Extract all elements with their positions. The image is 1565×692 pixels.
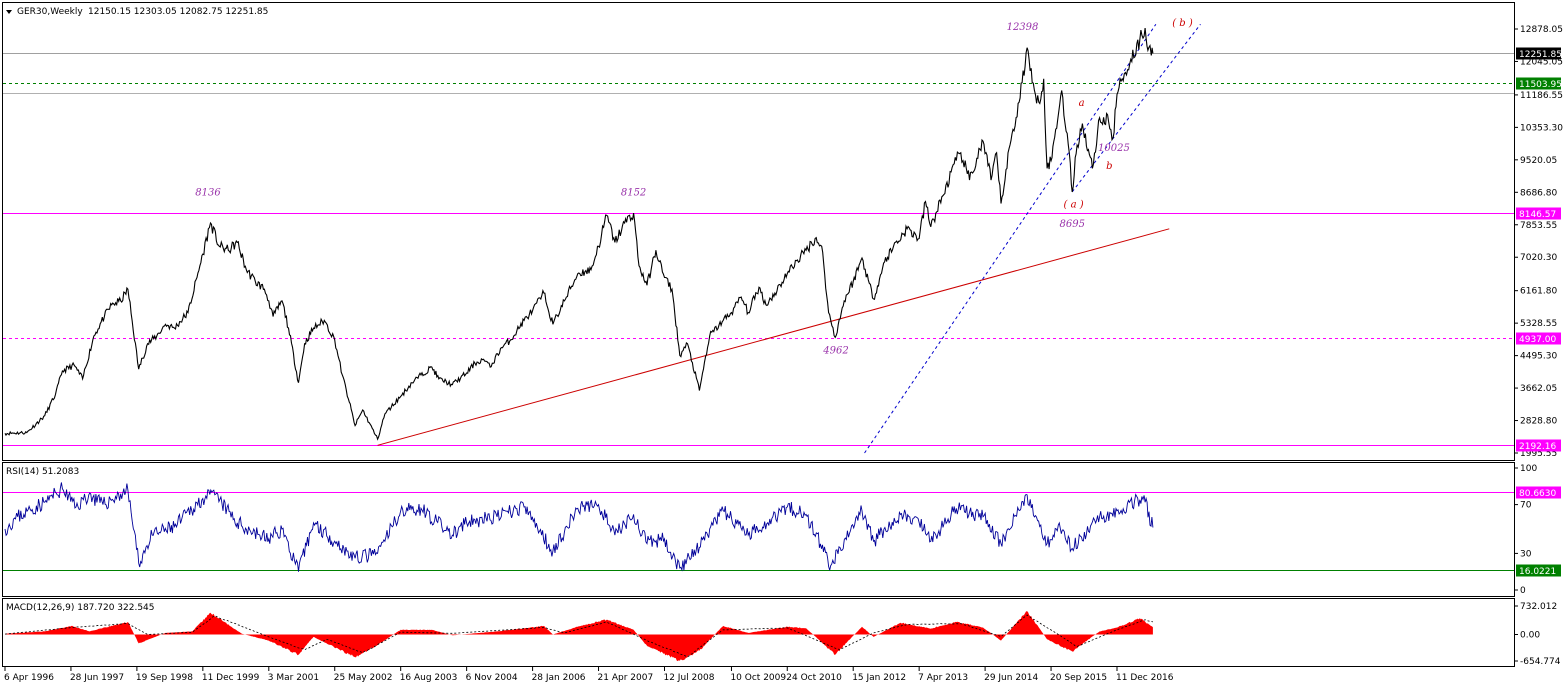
- time-tick-label: 16 Aug 2003: [400, 673, 458, 683]
- trendlines: [377, 23, 1201, 454]
- trendline-support: [377, 228, 1170, 446]
- rsi-tick-label: 70: [1520, 501, 1532, 511]
- rsi-level-tags: 80.6630 16.0221: [1516, 486, 1561, 577]
- price-tick-label: 4495.30: [1520, 352, 1557, 362]
- wave-label: ( b ): [1172, 18, 1193, 29]
- macd-histogram: [5, 611, 1153, 662]
- price-tick-label: 2828.80: [1520, 417, 1557, 427]
- channel-line: [864, 23, 1157, 454]
- rsi-line: [4, 482, 1154, 572]
- level-tag-label: 11503.95: [1519, 80, 1562, 90]
- wave-label: 8695: [1060, 219, 1085, 230]
- wave-label: 8152: [621, 188, 646, 199]
- time-tick-label: 11 Dec 1999: [202, 673, 260, 683]
- rsi-tick-label: 100: [1520, 464, 1537, 474]
- price-tick-label: 11186.55: [1520, 91, 1563, 101]
- rsi-tag-label: 80.6630: [1519, 489, 1556, 499]
- macd-series: [4, 611, 1154, 662]
- time-tick-label: 10 Oct 2009: [730, 673, 786, 683]
- price-tick-label: 5328.55: [1520, 319, 1557, 329]
- price-levels: [3, 53, 1514, 446]
- rsi-tick-label: 0: [1520, 586, 1526, 596]
- symbol-header[interactable]: GER30,Weekly 12150.15 12303.05 12082.75 …: [6, 7, 268, 17]
- price-tick-label: 10353.30: [1520, 123, 1563, 133]
- level-tag-bg: [1516, 47, 1561, 60]
- wave-label: 8136: [195, 188, 221, 199]
- price-level-tags: 12251.85 11503.95 8146.57 4937.00 2192.16: [1516, 47, 1562, 452]
- price-axis: 12878.05 12045.05 11186.55 10353.30 9520.05 8…: [1514, 25, 1563, 459]
- price-line: [4, 28, 1154, 441]
- symbol-label: GER30,Weekly: [17, 7, 83, 17]
- time-tick-label: 19 Sep 1998: [136, 673, 193, 683]
- macd-axis: 732.012 0.00 -654.774: [1514, 602, 1561, 667]
- wave-label: 4962: [822, 345, 848, 356]
- time-tick-label: 7 Apr 2013: [918, 673, 968, 683]
- ohlc-values: 12150.15 12303.05 12082.75 12251.85: [88, 7, 268, 17]
- price-tick-label: 7853.55: [1520, 221, 1557, 231]
- macd-title: MACD(12,26,9) 187.720 322.545: [6, 603, 155, 613]
- time-tick-label: 24 Oct 2010: [786, 673, 842, 683]
- price-tick-label: 3662.05: [1520, 384, 1557, 394]
- rsi-panel-frame: [2, 462, 1515, 597]
- level-tag-bg: [1516, 207, 1561, 220]
- time-tick-label: 29 Jun 2014: [984, 673, 1038, 683]
- price-panel-frame: [2, 2, 1515, 461]
- price-tick-label: 6161.80: [1520, 287, 1557, 297]
- macd-tick-label: 0.00: [1520, 631, 1540, 641]
- time-tick-label: 11 Dec 2016: [1116, 673, 1174, 683]
- rsi-title: RSI(14) 51.2083: [6, 467, 79, 477]
- level-tag-label: 12251.85: [1519, 50, 1562, 60]
- price-tick-label: 8686.80: [1520, 188, 1557, 198]
- time-tick-label: 6 Apr 1996: [4, 673, 54, 683]
- time-axis: 6 Apr 1996 28 Jun 1997 19 Sep 1998 11 Dec 1…: [4, 667, 1174, 683]
- price-tick-label: 1995.55: [1520, 449, 1557, 459]
- channel-line: [1071, 23, 1201, 193]
- rsi-tag-label: 16.0221: [1519, 567, 1556, 577]
- level-tag-label: 8146.57: [1519, 210, 1556, 220]
- price-tick-label: 9520.05: [1520, 156, 1557, 166]
- price-series: [4, 28, 1154, 441]
- rsi-levels: [3, 492, 1514, 571]
- wave-label: 12398: [1007, 22, 1039, 33]
- price-tick-label: 12045.05: [1520, 57, 1563, 67]
- price-tick-label: 12878.05: [1520, 25, 1563, 35]
- wave-label: b: [1106, 161, 1112, 172]
- wave-annotations: 8136 8152 12398 4962 10025 8695 ( b ) a b ( a ): [195, 18, 1193, 356]
- wave-label: ( a ): [1064, 199, 1084, 210]
- time-tick-label: 20 Sep 2015: [1050, 673, 1107, 683]
- level-tag-label: 2192.16: [1519, 442, 1556, 452]
- wave-label: a: [1079, 98, 1085, 109]
- wave-label: 10025: [1098, 143, 1130, 154]
- dropdown-triangle-icon[interactable]: [6, 10, 12, 14]
- price-tick-label: 7020.30: [1520, 253, 1557, 263]
- rsi-tag-bg: [1516, 564, 1561, 577]
- rsi-tick-label: 30: [1520, 549, 1532, 559]
- time-tick-label: 21 Apr 2007: [598, 673, 654, 683]
- time-tick-label: 28 Jun 1997: [70, 673, 124, 683]
- level-tag-label: 4937.00: [1519, 335, 1556, 345]
- time-tick-label: 12 Jul 2008: [663, 673, 714, 683]
- macd-tick-label: 732.012: [1520, 602, 1557, 612]
- time-tick-label: 15 Jan 2012: [852, 673, 906, 683]
- macd-tick-label: -654.774: [1520, 657, 1561, 667]
- rsi-series: [4, 482, 1154, 572]
- macd-panel-frame: [2, 598, 1515, 667]
- rsi-tag-bg: [1516, 486, 1561, 499]
- rsi-axis: 100 70 30 0: [1514, 464, 1537, 596]
- level-tag-bg: [1516, 332, 1561, 345]
- level-tag-bg: [1516, 439, 1561, 452]
- time-tick-label: 6 Nov 2004: [466, 673, 518, 683]
- level-tag-bg: [1516, 77, 1561, 90]
- time-tick-label: 28 Jan 2006: [532, 673, 586, 683]
- time-tick-label: 25 May 2002: [334, 673, 393, 683]
- time-tick-label: 3 Mar 2001: [268, 673, 319, 683]
